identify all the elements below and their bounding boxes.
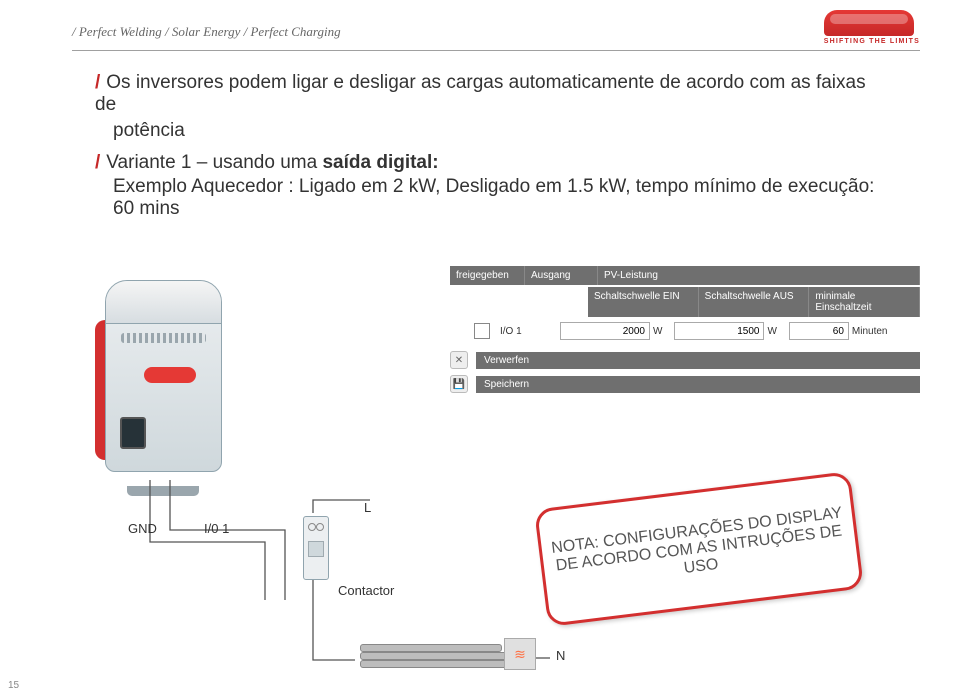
label-N: N <box>556 648 565 663</box>
threshold-on-input[interactable] <box>560 322 650 340</box>
col-pv: PV-Leistung <box>598 266 920 285</box>
bullet-2: /Variante 1 – usando uma saída digital: <box>95 152 890 174</box>
unit-min: Minuten <box>852 326 888 337</box>
col-off: Schaltschwelle AUS <box>699 287 810 317</box>
bullet-3: Exemplo Aquecedor : Ligado em 2 kW, Desl… <box>113 176 890 198</box>
discard-icon: ✕ <box>450 351 468 369</box>
unit-w2: W <box>767 326 776 337</box>
label-io1: I/0 1 <box>204 521 229 536</box>
col-on: Schaltschwelle EIN <box>588 287 699 317</box>
settings-table: freigegeben Ausgang PV-Leistung Schaltsc… <box>450 266 920 393</box>
col-enabled: freigegeben <box>450 266 525 285</box>
threshold-off-input[interactable] <box>674 322 764 340</box>
label-contactor: Contactor <box>338 583 394 598</box>
col-minon: minimale Einschaltzeit <box>809 287 920 317</box>
bullet-1: /Os inversores podem ligar e desligar as… <box>95 72 890 116</box>
page-number: 15 <box>8 680 19 691</box>
inverter-illustration <box>95 280 225 490</box>
contactor-icon <box>303 516 329 580</box>
bullet-1b: potência <box>113 120 890 142</box>
bullet-4: 60 mins <box>113 198 890 220</box>
discard-button[interactable]: Verwerfen <box>476 352 920 369</box>
brand-logo: SHIFTING THE LIMITS <box>824 10 920 45</box>
col-output: Ausgang <box>525 266 598 285</box>
io-label: I/O 1 <box>500 326 560 337</box>
label-L: L <box>364 500 371 515</box>
heater-icon: ≋ <box>360 644 530 666</box>
min-on-input[interactable] <box>789 322 849 340</box>
tagline: SHIFTING THE LIMITS <box>824 38 920 45</box>
label-gnd: GND <box>128 521 157 536</box>
unit-w1: W <box>653 326 662 337</box>
breadcrumb: / Perfect Welding / Solar Energy / Perfe… <box>72 24 341 40</box>
save-button[interactable]: Speichern <box>476 376 920 393</box>
save-icon: 💾 <box>450 375 468 393</box>
enable-checkbox[interactable] <box>474 323 490 339</box>
